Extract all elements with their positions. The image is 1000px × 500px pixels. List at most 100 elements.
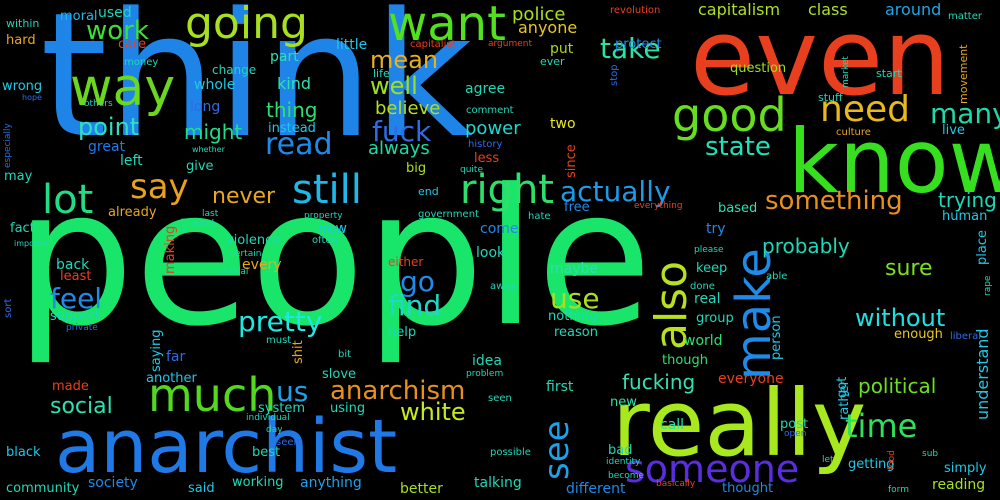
word: good (672, 88, 787, 142)
word: community (6, 481, 80, 496)
word: movement (957, 44, 970, 105)
word: social (50, 394, 113, 419)
word: slove (322, 367, 357, 382)
word: something (765, 186, 903, 216)
word: point (78, 113, 140, 141)
word: food (887, 450, 897, 470)
word: really (612, 370, 867, 477)
word: hard (6, 33, 36, 48)
word: mean (370, 46, 439, 74)
word: find (388, 289, 442, 322)
word: form (888, 485, 909, 495)
word: problem (466, 369, 504, 379)
word: give (186, 159, 214, 174)
word: left (120, 153, 143, 169)
word: end (418, 185, 439, 198)
word: since (564, 144, 579, 178)
word: actually (560, 175, 671, 208)
word: care (118, 37, 147, 52)
word: different (566, 481, 626, 497)
word: identity (606, 457, 641, 467)
word: us (276, 375, 309, 408)
word: never (212, 184, 276, 209)
word: part (270, 49, 299, 65)
word: got (835, 376, 850, 398)
word: pretty (238, 305, 323, 338)
word: know (788, 110, 1000, 213)
word: want (388, 0, 506, 52)
word: rape (983, 275, 993, 296)
word: less (474, 151, 500, 166)
word: quite (460, 165, 483, 175)
word: reading (932, 477, 986, 493)
word: day (266, 425, 283, 435)
word: world (684, 333, 723, 349)
word: moral (60, 9, 98, 24)
word: argument (488, 39, 533, 49)
word: place (975, 230, 990, 265)
word: kind (277, 74, 312, 93)
word: still (292, 167, 362, 213)
word: enough (894, 327, 943, 342)
word: take (600, 32, 661, 65)
word: two (550, 116, 576, 132)
word: certain (230, 249, 262, 259)
word: black (6, 445, 41, 460)
word: word (192, 219, 215, 229)
word: hate (528, 211, 551, 222)
word: last (202, 209, 219, 219)
word: police (512, 4, 566, 25)
word: lot (42, 177, 94, 223)
word: instead (268, 121, 316, 136)
word: must (266, 335, 292, 346)
word: everyone (718, 371, 784, 387)
word: every (242, 257, 282, 273)
word: property (304, 211, 343, 221)
word: history (468, 139, 503, 150)
word: bit (338, 349, 352, 360)
word: now (318, 221, 347, 237)
word: say (130, 167, 189, 207)
word: wrong (2, 79, 43, 94)
word: please (694, 245, 724, 255)
word: fact (10, 221, 35, 236)
word: talking (474, 475, 522, 491)
word: call (660, 417, 685, 433)
word: go (400, 265, 435, 298)
word: already (108, 205, 157, 220)
word: someone (625, 447, 800, 491)
word: back (56, 257, 90, 273)
word: class (808, 0, 848, 19)
word: using (330, 401, 366, 416)
word: try (706, 221, 726, 237)
word: made (52, 379, 89, 394)
word: able (766, 271, 788, 282)
word: individual (246, 413, 290, 423)
word: system (258, 401, 305, 416)
word: anarchist (55, 404, 398, 490)
word: live (942, 123, 965, 138)
word: seen (488, 393, 512, 404)
word: free (564, 200, 590, 215)
word: getting (848, 457, 895, 472)
word: work (86, 16, 149, 46)
word: ever (540, 55, 565, 68)
word: little (336, 37, 368, 53)
word: political (858, 374, 937, 398)
word: within (6, 17, 40, 30)
word: thing (266, 98, 318, 122)
word: saying (149, 329, 164, 372)
word: reason (554, 325, 598, 340)
word: sure (885, 256, 933, 281)
word: stop (609, 64, 620, 86)
word: right (460, 167, 554, 213)
word: come (480, 221, 519, 237)
word: way (70, 58, 176, 118)
word: stuff (818, 91, 843, 104)
word: see (537, 420, 577, 480)
word: around (885, 0, 942, 19)
word: idea (472, 353, 502, 369)
word: simply (944, 461, 987, 476)
word: away (490, 281, 517, 292)
